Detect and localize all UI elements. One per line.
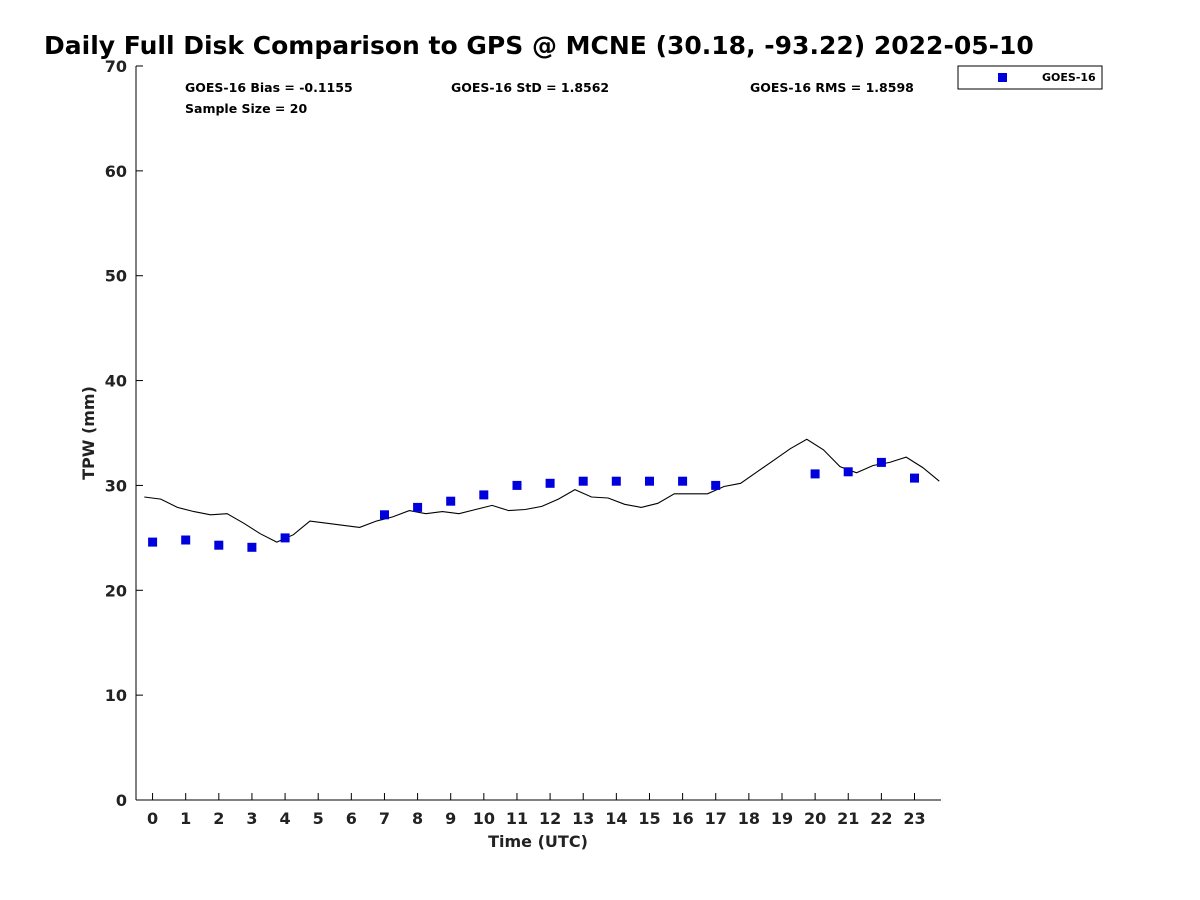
data-point: [843, 467, 853, 477]
x-tick-label: 19: [771, 809, 793, 828]
data-point: [380, 510, 389, 520]
data-point: [678, 476, 688, 486]
x-tick-label: 17: [705, 809, 727, 828]
x-tick-label: 6: [346, 809, 357, 828]
data-point: [512, 480, 522, 490]
x-tick-label: 11: [506, 809, 528, 828]
x-tick-label: 14: [605, 809, 627, 828]
x-tick-label: 16: [671, 809, 693, 828]
data-point: [446, 496, 456, 506]
legend-box: [957, 65, 1103, 90]
x-tick-label: 21: [837, 809, 859, 828]
data-point: [280, 533, 290, 543]
bias-stat: GOES-16 Bias = -0.1155: [185, 80, 353, 95]
x-tick-label: 5: [313, 809, 324, 828]
data-point: [876, 457, 886, 467]
data-point: [413, 502, 423, 512]
y-tick-label: 20: [105, 581, 127, 600]
data-point: [479, 490, 489, 500]
rms-stat: GOES-16 RMS = 1.8598: [750, 80, 914, 95]
sample-size-stat: Sample Size = 20: [185, 101, 307, 116]
x-tick-label: 3: [246, 809, 257, 828]
data-point: [545, 478, 555, 488]
x-tick-label: 4: [280, 809, 291, 828]
x-tick-label: 2: [213, 809, 224, 828]
chart-title: Daily Full Disk Comparison to GPS @ MCNE…: [44, 31, 1034, 60]
data-point: [214, 540, 224, 550]
x-tick-label: 10: [473, 809, 495, 828]
gps-line: [144, 438, 940, 543]
x-tick-label: 18: [738, 809, 760, 828]
y-tick-label: 70: [105, 57, 127, 76]
data-point: [181, 535, 191, 545]
y-tick-label: 60: [105, 162, 127, 181]
data-point: [711, 480, 721, 490]
y-tick-label: 10: [105, 686, 127, 705]
x-tick-label: 23: [903, 809, 925, 828]
x-axis-label: Time (UTC): [488, 832, 588, 851]
x-tick-label: 7: [379, 809, 390, 828]
x-tick-label: 9: [445, 809, 456, 828]
data-point: [247, 542, 257, 552]
x-tick-label: 15: [638, 809, 660, 828]
legend-label-goes16: GOES-16: [1042, 71, 1096, 84]
x-tick-label: 8: [412, 809, 423, 828]
goes16-point-series: [148, 457, 919, 552]
data-point: [148, 537, 158, 547]
data-point: [578, 476, 588, 486]
data-point: [645, 476, 654, 486]
y-tick-label: 40: [105, 372, 127, 391]
y-tick-label: 30: [105, 476, 127, 495]
x-tick-label: 22: [870, 809, 892, 828]
x-ticks: 0 1 2 3 4 5 6 7 8 9 10 11 12 13 14 15 16 17 18 19 20 21 22 23: [147, 793, 926, 828]
x-tick-label: 13: [572, 809, 594, 828]
y-tick-label: 50: [105, 267, 127, 286]
legend: GOES-16: [957, 65, 1103, 90]
x-tick-label: 20: [804, 809, 826, 828]
legend-marker-goes16: [998, 73, 1007, 82]
x-tick-label: 12: [539, 809, 561, 828]
data-point: [810, 469, 820, 479]
x-tick-label: 0: [147, 809, 158, 828]
y-axis-label: TPW (mm): [79, 386, 98, 480]
y-tick-label: 0: [116, 791, 127, 810]
gps-line-series: [144, 438, 940, 543]
x-tick-label: 1: [180, 809, 191, 828]
y-ticks: 0 10 20 30 40 50 60 70: [105, 57, 143, 810]
data-point: [910, 473, 919, 483]
data-point: [611, 476, 621, 486]
std-stat: GOES-16 StD = 1.8562: [451, 80, 609, 95]
